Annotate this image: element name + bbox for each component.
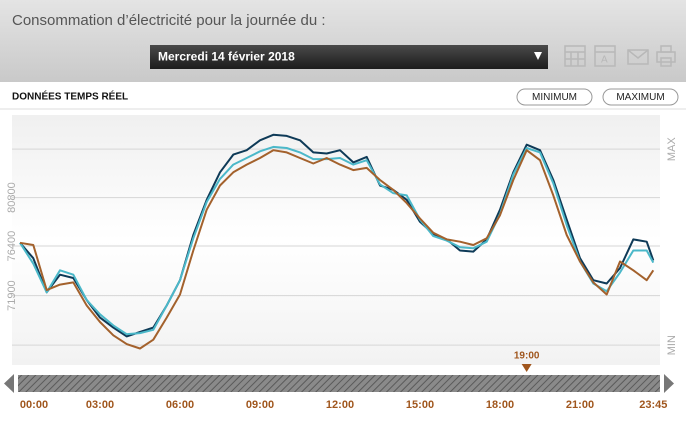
minimum-button[interactable]: [516, 88, 593, 106]
page-title: Consommation d’électricité pour la journ…: [12, 12, 326, 29]
section-title: DONNÉES TEMPS RÉEL: [12, 90, 128, 103]
y-tick-label: MIN: [666, 335, 678, 355]
plot-area: [12, 115, 660, 365]
toolbar-icons[interactable]: A: [564, 45, 676, 67]
x-tick-label: 09:00: [246, 399, 274, 411]
date-value: Mercredi 14 février 2018: [158, 50, 295, 64]
scrollbar[interactable]: [18, 375, 660, 392]
maximum-label: MAXIMUM: [616, 92, 664, 103]
cursor-label: 19:00: [514, 351, 540, 362]
x-tick-label: 03:00: [86, 399, 114, 411]
y-tick-label: 76400: [6, 231, 18, 262]
x-tick-label: 21:00: [566, 399, 594, 411]
scroll-left[interactable]: [4, 374, 14, 393]
minimum-label: MINIMUM: [532, 92, 577, 103]
series-line: [19, 133, 655, 338]
maximum-button[interactable]: [602, 88, 679, 106]
x-tick-label: 15:00: [406, 399, 434, 411]
dropdown-arrow: [534, 52, 542, 60]
x-tick-label: 12:00: [326, 399, 354, 411]
x-tick-label: 18:00: [486, 399, 514, 411]
y-tick-label: MAX: [666, 137, 678, 162]
svg-text:A: A: [601, 55, 608, 66]
scroll-right[interactable]: [664, 374, 674, 393]
y-tick-label: 80800: [6, 182, 18, 213]
y-tick-label: 71900: [6, 280, 18, 311]
x-tick-label: 06:00: [166, 399, 194, 411]
series-line: [19, 149, 655, 350]
cursor-marker: [521, 364, 532, 372]
x-tick-label: 23:45: [639, 399, 667, 411]
date-dropdown[interactable]: [150, 45, 548, 69]
x-tick-label: 00:00: [20, 399, 48, 411]
series-line: [19, 145, 655, 336]
